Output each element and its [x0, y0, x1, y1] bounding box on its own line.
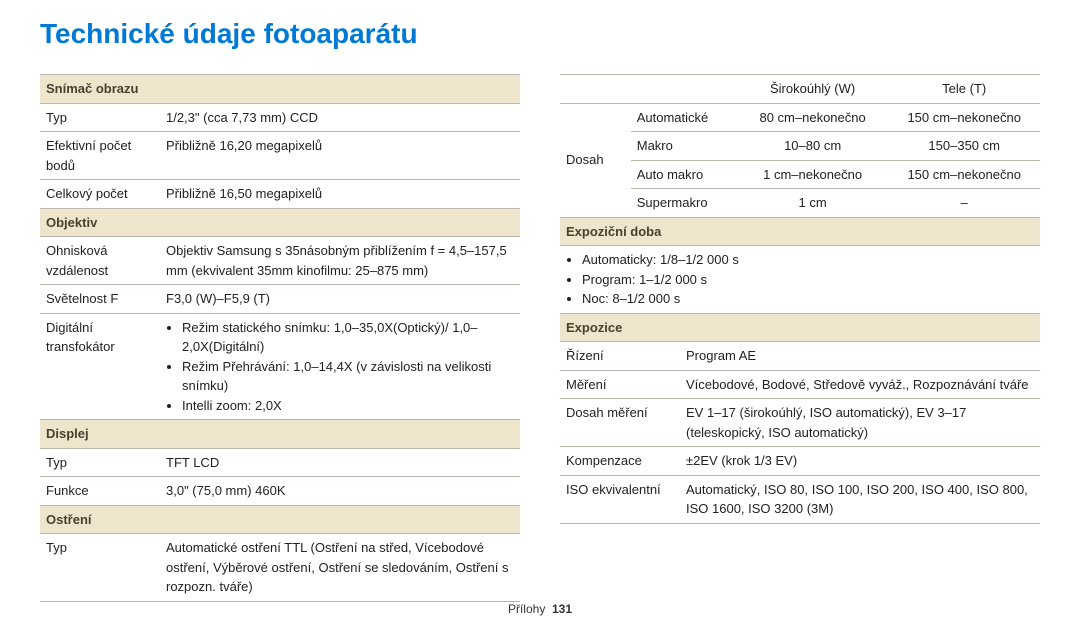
section-header-label: Objektiv	[40, 208, 520, 237]
table-row: Širokoúhlý (W) Tele (T)	[560, 75, 1040, 104]
spec-label: Měření	[560, 370, 680, 399]
page-footer: Přílohy 131	[0, 602, 1080, 616]
list-item: Intelli zoom: 2,0X	[182, 396, 514, 416]
spec-label: Kompenzace	[560, 447, 680, 476]
table-row: Automaticky: 1/8–1/2 000 s Program: 1–1/…	[560, 246, 1040, 314]
range-value: 80 cm–nekonečno	[737, 103, 889, 132]
spec-label: Digitální transfokátor	[40, 313, 160, 420]
spec-value: TFT LCD	[160, 448, 520, 477]
spec-label: Funkce	[40, 477, 160, 506]
range-value: 10–80 cm	[737, 132, 889, 161]
list-item: Režim Přehrávání: 1,0–14,4X (v závislost…	[182, 357, 514, 396]
range-side-label: Dosah	[560, 103, 631, 217]
list-item: Noc: 8–1/2 000 s	[582, 289, 1034, 309]
range-mode: Automatické	[631, 103, 737, 132]
section-header-ostreni: Ostření	[40, 505, 520, 534]
section-header-label: Displej	[40, 420, 520, 449]
spec-label: ISO ekvivalentní	[560, 475, 680, 523]
table-row: Ohnisková vzdálenost Objektiv Samsung s …	[40, 237, 520, 285]
range-value: 1 cm	[737, 189, 889, 218]
spec-value: Program AE	[680, 342, 1040, 371]
spec-value: Přibližně 16,20 megapixelů	[160, 132, 520, 180]
range-mode: Supermakro	[631, 189, 737, 218]
right-column: Širokoúhlý (W) Tele (T) Dosah Automatick…	[560, 74, 1040, 602]
table-row: Měření Vícebodové, Bodové, Středově vyvá…	[560, 370, 1040, 399]
spec-value: F3,0 (W)–F5,9 (T)	[160, 285, 520, 314]
spec-label: Dosah měření	[560, 399, 680, 447]
columns-wrap: Snímač obrazu Typ 1/2,3" (cca 7,73 mm) C…	[40, 74, 1040, 602]
spec-value: 1/2,3" (cca 7,73 mm) CCD	[160, 103, 520, 132]
section-header-displej: Displej	[40, 420, 520, 449]
list-item: Program: 1–1/2 000 s	[582, 270, 1034, 290]
table-row: Makro 10–80 cm 150–350 cm	[560, 132, 1040, 161]
range-mode: Auto makro	[631, 160, 737, 189]
list-item: Režim statického snímku: 1,0–35,0X(Optic…	[182, 318, 514, 357]
spec-table-right: Expoziční doba Automaticky: 1/8–1/2 000 …	[560, 217, 1040, 524]
spec-value: Vícebodové, Bodové, Středově vyváž., Roz…	[680, 370, 1040, 399]
spec-value: ±2EV (krok 1/3 EV)	[680, 447, 1040, 476]
range-header-tele: Tele (T)	[888, 75, 1040, 104]
section-header-label: Expoziční doba	[560, 217, 1040, 246]
range-value: –	[888, 189, 1040, 218]
spec-value: Objektiv Samsung s 35násobným přiblížení…	[160, 237, 520, 285]
table-row: Supermakro 1 cm –	[560, 189, 1040, 218]
table-row: Dosah Automatické 80 cm–nekonečno 150 cm…	[560, 103, 1040, 132]
spec-value: Režim statického snímku: 1,0–35,0X(Optic…	[160, 313, 520, 420]
table-row: Typ Automatické ostření TTL (Ostření na …	[40, 534, 520, 602]
section-header-label: Ostření	[40, 505, 520, 534]
section-header-objektiv: Objektiv	[40, 208, 520, 237]
table-row: Celkový počet Přibližně 16,50 megapixelů	[40, 180, 520, 209]
page-title: Technické údaje fotoaparátu	[40, 18, 1040, 50]
spec-value: Přibližně 16,50 megapixelů	[160, 180, 520, 209]
range-header-wide: Širokoúhlý (W)	[737, 75, 889, 104]
range-value: 150 cm–nekonečno	[888, 103, 1040, 132]
table-row: Typ 1/2,3" (cca 7,73 mm) CCD	[40, 103, 520, 132]
table-row: ISO ekvivalentní Automatický, ISO 80, IS…	[560, 475, 1040, 523]
section-header-label: Snímač obrazu	[40, 75, 520, 104]
section-header-snimac: Snímač obrazu	[40, 75, 520, 104]
spec-value: EV 1–17 (širokoúhlý, ISO automatický), E…	[680, 399, 1040, 447]
spec-label: Řízení	[560, 342, 680, 371]
spec-label: Celkový počet	[40, 180, 160, 209]
left-column: Snímač obrazu Typ 1/2,3" (cca 7,73 mm) C…	[40, 74, 520, 602]
table-row: Světelnost F F3,0 (W)–F5,9 (T)	[40, 285, 520, 314]
spec-label: Typ	[40, 534, 160, 602]
spec-label: Efektivní počet bodů	[40, 132, 160, 180]
range-value: 1 cm–nekonečno	[737, 160, 889, 189]
table-row: Kompenzace ±2EV (krok 1/3 EV)	[560, 447, 1040, 476]
list-item: Automaticky: 1/8–1/2 000 s	[582, 250, 1034, 270]
range-mode: Makro	[631, 132, 737, 161]
section-header-expozicni-doba: Expoziční doba	[560, 217, 1040, 246]
table-row: Dosah měření EV 1–17 (širokoúhlý, ISO au…	[560, 399, 1040, 447]
table-row: Digitální transfokátor Režim statického …	[40, 313, 520, 420]
spec-value: 3,0" (75,0 mm) 460K	[160, 477, 520, 506]
spec-table-left: Snímač obrazu Typ 1/2,3" (cca 7,73 mm) C…	[40, 74, 520, 602]
range-value: 150 cm–nekonečno	[888, 160, 1040, 189]
table-row: Auto makro 1 cm–nekonečno 150 cm–nekoneč…	[560, 160, 1040, 189]
focus-range-table: Širokoúhlý (W) Tele (T) Dosah Automatick…	[560, 74, 1040, 218]
table-row: Funkce 3,0" (75,0 mm) 460K	[40, 477, 520, 506]
spec-label: Typ	[40, 103, 160, 132]
spec-value: Automatický, ISO 80, ISO 100, ISO 200, I…	[680, 475, 1040, 523]
table-row: Typ TFT LCD	[40, 448, 520, 477]
range-value: 150–350 cm	[888, 132, 1040, 161]
table-row: Efektivní počet bodů Přibližně 16,20 meg…	[40, 132, 520, 180]
spec-label: Ohnisková vzdálenost	[40, 237, 160, 285]
spec-label: Typ	[40, 448, 160, 477]
footer-page-number: 131	[552, 602, 572, 616]
spec-value: Automaticky: 1/8–1/2 000 s Program: 1–1/…	[560, 246, 1040, 314]
footer-section: Přílohy	[508, 602, 545, 616]
spec-label: Světelnost F	[40, 285, 160, 314]
section-header-label: Expozice	[560, 313, 1040, 342]
section-header-expozice: Expozice	[560, 313, 1040, 342]
table-row: Řízení Program AE	[560, 342, 1040, 371]
spec-value: Automatické ostření TTL (Ostření na stře…	[160, 534, 520, 602]
